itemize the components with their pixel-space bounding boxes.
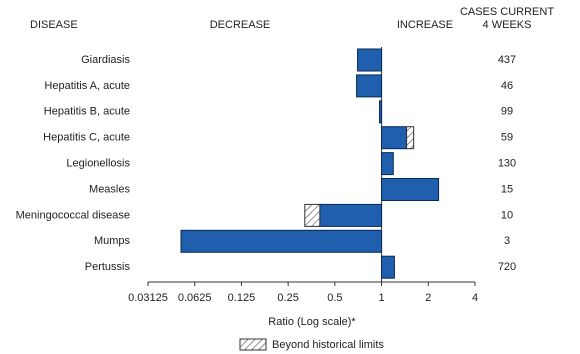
bar-beyond-limits — [406, 126, 415, 150]
category-label: Hepatitis C, acute — [43, 132, 130, 144]
category-label: Measles — [89, 183, 130, 195]
header-cases: 4 WEEKS — [483, 19, 532, 31]
category-label: Hepatitis A, acute — [44, 80, 130, 92]
x-tick-label: 0.125 — [228, 292, 256, 304]
bar — [381, 152, 394, 176]
x-tick-label: 0.25 — [277, 292, 298, 304]
header-increase: INCREASE — [397, 19, 453, 31]
x-tick-label: 0.5 — [327, 292, 342, 304]
bar — [357, 48, 383, 72]
cases-value: 59 — [501, 132, 513, 144]
bar — [381, 178, 440, 201]
x-tick-label: 0.0625 — [178, 292, 212, 304]
bar-beyond-limits — [304, 203, 321, 227]
header-cases: CASES CURRENT — [460, 6, 554, 18]
cases-value: 720 — [498, 261, 516, 273]
bar — [319, 203, 383, 227]
cases-value: 10 — [501, 209, 513, 221]
category-label: Meningococcal disease — [16, 209, 130, 221]
category-label: Legionellosis — [66, 158, 130, 170]
cases-value: 15 — [501, 183, 513, 195]
cases-value: 130 — [498, 158, 516, 170]
x-tick-label: 4 — [472, 292, 478, 304]
category-label: Pertussis — [85, 261, 131, 273]
bar — [379, 100, 383, 124]
header-decrease: DECREASE — [210, 19, 271, 31]
category-label: Mumps — [94, 235, 131, 247]
cases-value: 99 — [501, 106, 513, 118]
cases-value: 437 — [498, 54, 516, 66]
x-axis-title: Ratio (Log scale)* — [268, 316, 356, 328]
legend-label: Beyond historical limits — [272, 339, 384, 351]
bar — [356, 74, 383, 98]
bar — [381, 126, 408, 150]
cases-value: 3 — [504, 235, 510, 247]
x-tick-label: 1 — [379, 292, 385, 304]
header-disease: DISEASE — [30, 19, 78, 31]
cases-value: 46 — [501, 80, 513, 92]
bar — [381, 255, 395, 279]
x-tick-label: 2 — [425, 292, 431, 304]
bar — [180, 229, 383, 253]
category-label: Giardiasis — [81, 54, 130, 66]
category-label: Hepatitis B, acute — [44, 106, 130, 118]
legend-swatch — [239, 338, 267, 351]
x-tick-label: 0.03125 — [128, 292, 168, 304]
